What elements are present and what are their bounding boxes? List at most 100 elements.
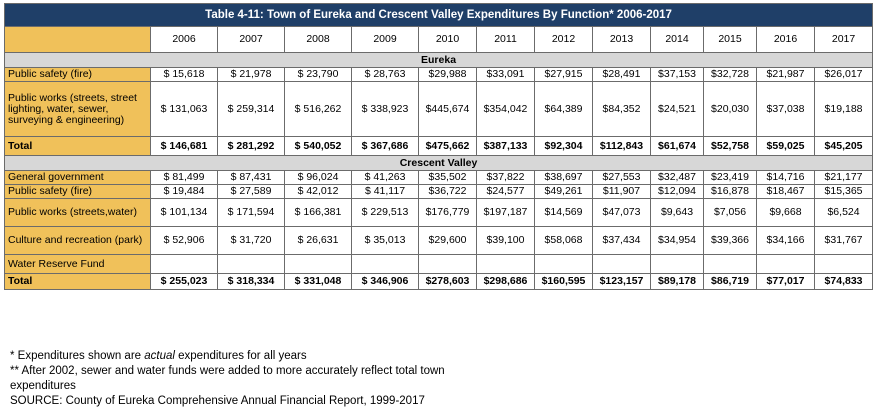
total-value-cell: $123,157	[592, 273, 651, 290]
year-header-corner	[4, 26, 151, 53]
total-value-cell: $ 146,681	[150, 136, 218, 156]
value-cell: $176,779	[418, 198, 477, 227]
value-cell: $ 259,314	[217, 81, 285, 137]
value-cell: $16,878	[703, 184, 757, 199]
value-cell: $ 41,263	[351, 170, 419, 185]
value-cell: $58,068	[534, 226, 593, 255]
value-cell	[150, 254, 218, 274]
value-cell: $18,467	[756, 184, 815, 199]
year-header-cell: 2007	[217, 26, 285, 53]
total-value-cell: $ 281,292	[217, 136, 285, 156]
value-cell: $37,038	[756, 81, 815, 137]
total-value-cell: $77,017	[756, 273, 815, 290]
total-value-cell: $387,133	[476, 136, 535, 156]
total-value-cell: $ 331,048	[284, 273, 352, 290]
row-label: Public safety (fire)	[4, 184, 151, 199]
value-cell: $21,987	[756, 67, 815, 82]
total-value-cell: $475,662	[418, 136, 477, 156]
total-label: Total	[4, 136, 151, 156]
value-cell	[418, 254, 477, 274]
total-value-cell: $ 255,023	[150, 273, 218, 290]
value-cell	[351, 254, 419, 274]
value-cell: $ 516,262	[284, 81, 352, 137]
value-cell: $31,767	[813, 226, 874, 255]
total-value-cell: $61,674	[650, 136, 704, 156]
value-cell: $39,100	[476, 226, 535, 255]
value-cell: $9,643	[650, 198, 704, 227]
year-header-cell: 2016	[756, 26, 815, 53]
footnote-text: expenditures for all years	[174, 350, 307, 362]
footnote-text: expenditures	[10, 380, 76, 392]
year-header-cell: 2015	[703, 26, 757, 53]
value-cell: $ 96,024	[284, 170, 352, 185]
section-header: Crescent Valley	[3, 155, 874, 171]
value-cell: $ 26,631	[284, 226, 352, 255]
value-cell: $14,569	[534, 198, 593, 227]
row-label: Public works (streets, street lighting, …	[4, 81, 151, 137]
total-value-cell: $ 540,052	[284, 136, 352, 156]
value-cell: $38,697	[534, 170, 593, 185]
value-cell	[650, 254, 704, 274]
value-cell: $9,668	[756, 198, 815, 227]
value-cell: $21,177	[813, 170, 874, 185]
total-value-cell: $89,178	[650, 273, 704, 290]
value-cell: $84,352	[592, 81, 651, 137]
expenditures-table: Table 4-11: Town of Eureka and Crescent …	[3, 3, 874, 290]
value-cell: $37,822	[476, 170, 535, 185]
value-cell: $ 338,923	[351, 81, 419, 137]
total-value-cell: $59,025	[756, 136, 815, 156]
footnote-line: expenditures	[10, 379, 510, 394]
value-cell: $37,434	[592, 226, 651, 255]
table-row: Public works (streets, street lighting, …	[4, 81, 874, 137]
value-cell: $ 131,063	[150, 81, 218, 137]
value-cell: $19,188	[813, 81, 874, 137]
value-cell: $6,524	[813, 198, 874, 227]
total-value-cell: $ 346,906	[351, 273, 419, 290]
table-row: Public works (streets,water) $ 101,134 $ 1…	[4, 198, 874, 227]
table-row: General government $ 81,499 $ 87,431 $ 96,0…	[4, 170, 874, 185]
value-cell	[756, 254, 815, 274]
row-label: Public safety (fire)	[4, 67, 151, 82]
value-cell: $28,491	[592, 67, 651, 82]
row-label: Public works (streets,water)	[4, 198, 151, 227]
value-cell: $27,915	[534, 67, 593, 82]
footnote-line: ** After 2002, sewer and water funds wer…	[10, 364, 510, 379]
value-cell: $39,366	[703, 226, 757, 255]
value-cell: $ 15,618	[150, 67, 218, 82]
year-header-cell: 2009	[351, 26, 419, 53]
value-cell: $36,722	[418, 184, 477, 199]
total-value-cell: $112,843	[592, 136, 651, 156]
value-cell: $ 101,134	[150, 198, 218, 227]
value-cell: $ 23,790	[284, 67, 352, 82]
value-cell: $12,094	[650, 184, 704, 199]
table-row: Water Reserve Fund	[4, 254, 874, 274]
value-cell	[476, 254, 535, 274]
value-cell: $ 229,513	[351, 198, 419, 227]
year-header-cell: 2014	[650, 26, 704, 53]
section-header-row: Crescent Valley	[3, 155, 874, 171]
value-cell: $34,954	[650, 226, 704, 255]
footnote-emphasis: actual	[144, 350, 175, 362]
value-cell: $11,907	[592, 184, 651, 199]
value-cell: $ 52,906	[150, 226, 218, 255]
value-cell	[813, 254, 874, 274]
table-row: Culture and recreation (park) $ 52,906 $ 3…	[4, 226, 874, 255]
value-cell: $32,728	[703, 67, 757, 82]
value-cell: $ 81,499	[150, 170, 218, 185]
total-value-cell: $74,833	[813, 273, 874, 290]
footnote-line: SOURCE: County of Eureka Comprehensive A…	[10, 394, 510, 409]
value-cell: $ 31,720	[217, 226, 285, 255]
total-label: Total	[4, 273, 151, 290]
year-header-cell: 2013	[592, 26, 651, 53]
value-cell: $24,521	[650, 81, 704, 137]
total-value-cell: $298,686	[476, 273, 535, 290]
section-header: Eureka	[3, 52, 874, 68]
value-cell: $29,988	[418, 67, 477, 82]
total-value-cell: $160,595	[534, 273, 593, 290]
value-cell: $7,056	[703, 198, 757, 227]
year-header-cell: 2008	[284, 26, 352, 53]
value-cell: $37,153	[650, 67, 704, 82]
value-cell: $354,042	[476, 81, 535, 137]
value-cell: $35,502	[418, 170, 477, 185]
value-cell: $64,389	[534, 81, 593, 137]
